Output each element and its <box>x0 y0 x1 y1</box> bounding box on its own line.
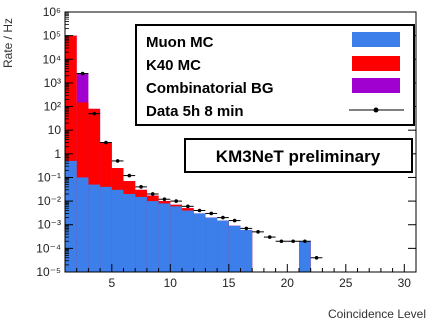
y-tick-label-9: 10⁴ <box>42 52 61 66</box>
x-tick-label-2: 15 <box>222 276 236 290</box>
data-point-16 <box>267 235 272 239</box>
y-tick-label-8: 10³ <box>44 76 61 90</box>
preliminary-label-text: KM3NeT preliminary <box>216 147 381 166</box>
data-point-5 <box>139 185 143 189</box>
bar-muon-mc-3 <box>100 186 112 272</box>
y-tick-label-7: 10² <box>44 100 61 114</box>
bar-muon-mc-1 <box>76 177 89 272</box>
data-point-2 <box>104 140 108 145</box>
data-point-0 <box>80 71 85 76</box>
x-tick-label-4: 25 <box>339 276 353 290</box>
bar-muon-mc-9 <box>170 206 182 272</box>
plot-area <box>65 35 323 272</box>
data-point-9 <box>186 204 190 209</box>
y-tick-label-11: 10⁶ <box>43 5 61 19</box>
bar-muon-mc-4 <box>111 189 124 272</box>
data-point-15 <box>256 230 260 234</box>
data-point-10 <box>197 208 202 213</box>
y-tick-label-4: 10⁻¹ <box>37 170 61 184</box>
y-tick-label-2: 10⁻³ <box>37 218 61 232</box>
y-tick-label-3: 10⁻² <box>37 194 61 208</box>
data-point-1 <box>92 111 97 116</box>
y-axis-label: Rate / Hz <box>1 18 15 68</box>
legend-label-data: Data 5h 8 min <box>146 103 244 120</box>
data-point-13 <box>232 218 237 223</box>
y-tick-label-5: 1 <box>54 147 61 161</box>
bar-muon-mc-13 <box>217 220 229 272</box>
y-tick-label-10: 10⁵ <box>43 29 61 43</box>
data-point-18 <box>291 239 295 244</box>
data-point-6 <box>150 192 155 196</box>
x-tick-label-0: 5 <box>108 276 115 290</box>
legend-label-muon-mc: Muon MC <box>146 34 214 51</box>
data-point-12 <box>221 215 225 220</box>
bar-muon-mc-0 <box>65 160 77 272</box>
legend-label-k40-mc: K40 MC <box>146 57 201 74</box>
bar-muon-mc-20 <box>299 241 311 272</box>
bar-muon-mc-6 <box>135 196 147 272</box>
bar-muon-mc-5 <box>123 193 136 272</box>
y-tick-label-0: 10⁻⁵ <box>36 265 61 279</box>
data-point-20 <box>314 255 319 260</box>
data-point-3 <box>115 159 120 163</box>
bar-muon-mc-7 <box>146 201 159 272</box>
data-point-8 <box>174 199 178 203</box>
x-tick-label-1: 10 <box>164 276 178 290</box>
preliminary-label-box <box>184 138 413 173</box>
data-point-7 <box>162 197 167 202</box>
bar-muon-mc-2 <box>88 184 101 272</box>
axes: 10⁻⁵ 10⁻⁴ 10⁻³ 10⁻² 10⁻¹ 1 10 10² 10³ 10⁴ 10⁵ 10⁶ 5 1… <box>36 5 417 290</box>
bar-muon-mc-14 <box>228 225 241 272</box>
preliminary-label: KM3NeT preliminary <box>184 138 413 173</box>
x-tick-label-3: 20 <box>281 276 295 290</box>
legend-swatch-combinatorial-bg <box>352 78 400 93</box>
data-point-4 <box>127 173 132 178</box>
bar-muon-mc-10 <box>182 210 194 272</box>
bar-muon-mc-8 <box>158 203 171 272</box>
x-axis-label: Coincidence Level <box>328 307 426 321</box>
bar-muon-mc-11 <box>193 213 206 272</box>
bar-muon-mc-12 <box>205 217 218 272</box>
x-tick-label-5: 30 <box>398 276 412 290</box>
y-tick-label-6: 10 <box>48 123 62 137</box>
legend-swatch-data-point <box>373 107 379 113</box>
data-point-11 <box>209 211 214 216</box>
bar-muon-mc-15 <box>240 229 253 272</box>
y-tick-label-1: 10⁻⁴ <box>36 241 61 255</box>
data-point-19 <box>303 239 307 244</box>
data-point-17 <box>279 239 284 244</box>
legend-swatch-k40-mc <box>352 56 400 71</box>
legend-label-combinatorial-bg: Combinatorial BG <box>146 80 274 97</box>
legend-swatch-muon-mc <box>352 32 400 47</box>
data-point-14 <box>244 226 249 231</box>
legend: Muon MC K40 MC Combinatorial BG Data 5h … <box>135 24 415 126</box>
